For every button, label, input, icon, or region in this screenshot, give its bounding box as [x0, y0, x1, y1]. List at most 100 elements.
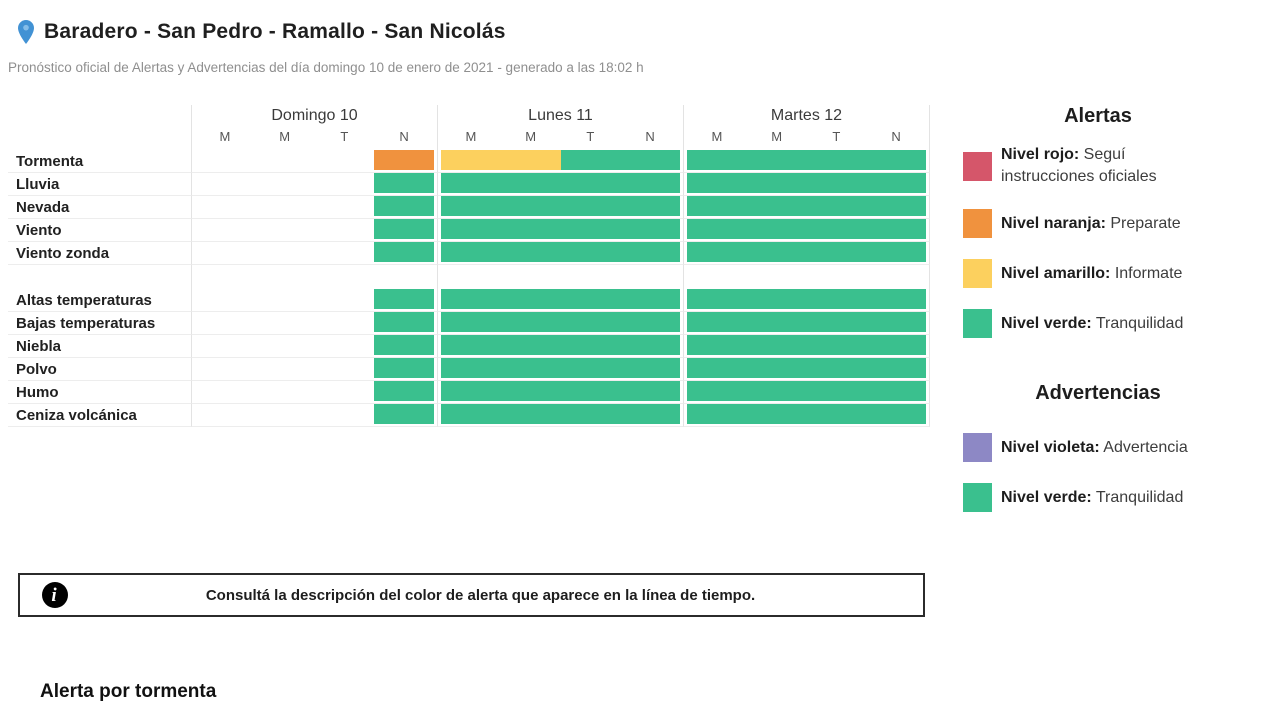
empty-cell: [195, 173, 374, 193]
day-cells: [437, 335, 683, 358]
legend-level-name: Nivel verde:: [1001, 488, 1092, 506]
period-label: M: [465, 129, 477, 144]
green-alert-cell[interactable]: [374, 335, 434, 355]
green-alert-cell[interactable]: [441, 358, 680, 378]
row-label: Viento: [8, 219, 191, 242]
timeline-row: Viento: [8, 219, 930, 242]
main-content: Domingo 10 M M T N Lunes 11 M M T N Martes 12 M M T N T…: [8, 105, 1254, 533]
day-cells: [437, 242, 683, 265]
green-alert-cell[interactable]: [374, 242, 434, 262]
day-cells: [191, 219, 437, 242]
day-cells: [191, 358, 437, 381]
legend-level-desc: Advertencia: [1099, 438, 1188, 456]
location-header: Baradero - San Pedro - Ramallo - San Nic…: [18, 20, 1254, 44]
day-cells: [683, 335, 930, 358]
day-cells: [437, 150, 683, 173]
legend-level-name: Nivel rojo:: [1001, 146, 1080, 163]
empty-cell: [195, 335, 374, 355]
green-alert-cell[interactable]: [441, 196, 680, 216]
violet-swatch: [963, 433, 992, 462]
day-cells: [437, 404, 683, 427]
green-swatch: [963, 309, 992, 338]
day-cells: [683, 312, 930, 335]
timeline-row: Ceniza volcánica: [8, 404, 930, 427]
period-label: M: [219, 129, 231, 144]
period-label: M: [711, 129, 723, 144]
alert-legend: Alertas Nivel rojo: Seguí instrucciones o…: [930, 105, 1258, 533]
green-alert-cell[interactable]: [687, 242, 926, 262]
green-alert-cell[interactable]: [441, 173, 680, 193]
green-alert-cell[interactable]: [441, 312, 680, 332]
green-alert-cell[interactable]: [374, 312, 434, 332]
yellow-alert-cell[interactable]: [441, 150, 561, 170]
legend-level-name: Nivel violeta:: [1001, 438, 1100, 456]
info-icon: i: [42, 582, 68, 608]
row-label: Tormenta: [8, 150, 191, 173]
green-alert-cell[interactable]: [687, 358, 926, 378]
timeline-row: Viento zonda: [8, 242, 930, 265]
legend-section-title: Alertas: [1064, 105, 1132, 127]
green-alert-cell[interactable]: [687, 335, 926, 355]
row-label: Bajas temperaturas: [8, 312, 191, 335]
green-alert-cell[interactable]: [441, 404, 680, 424]
green-alert-cell[interactable]: [374, 173, 434, 193]
green-alert-cell[interactable]: [687, 404, 926, 424]
orange-alert-cell[interactable]: [374, 150, 434, 170]
legend-level-desc: Tranquilidad: [1091, 314, 1184, 332]
timeline-grid: Domingo 10 M M T N Lunes 11 M M T N Martes 12 M M T N T…: [8, 105, 930, 533]
row-label: Altas temperaturas: [8, 289, 191, 312]
green-swatch: [963, 483, 992, 512]
row-label: Humo: [8, 381, 191, 404]
green-alert-cell[interactable]: [374, 289, 434, 309]
period-label: T: [832, 129, 841, 144]
page-title: Baradero - San Pedro - Ramallo - San Nic…: [44, 20, 506, 43]
row-label: Polvo: [8, 358, 191, 381]
green-alert-cell[interactable]: [374, 196, 434, 216]
legend-level-desc: Informate: [1110, 264, 1183, 282]
green-alert-cell[interactable]: [687, 196, 926, 216]
legend-level-desc: Preparate: [1105, 214, 1181, 232]
timeline-row: Lluvia: [8, 173, 930, 196]
day-cells: [191, 173, 437, 196]
row-label: Viento zonda: [8, 242, 191, 265]
green-alert-cell[interactable]: [687, 150, 926, 170]
day-cells: [683, 404, 930, 427]
day-column-header: Martes 12 M M T N: [683, 105, 930, 150]
info-note-text: Consultá la descripción del color de ale…: [205, 586, 756, 604]
green-alert-cell[interactable]: [374, 381, 434, 401]
empty-cell: [195, 150, 374, 170]
period-label: M: [771, 129, 783, 144]
green-alert-cell[interactable]: [560, 150, 680, 170]
green-alert-cell[interactable]: [687, 219, 926, 239]
legend-item: Nivel verde: Tranquilidad: [963, 309, 1258, 338]
day-cells: [437, 219, 683, 242]
green-alert-cell[interactable]: [441, 242, 680, 262]
forecast-subtitle: Pronóstico oficial de Alertas y Adverten…: [8, 60, 644, 75]
timeline-row: Nevada: [8, 196, 930, 219]
day-cells: [191, 404, 437, 427]
green-alert-cell[interactable]: [374, 358, 434, 378]
day-cells: [191, 381, 437, 404]
green-alert-cell[interactable]: [687, 173, 926, 193]
green-alert-cell[interactable]: [441, 381, 680, 401]
day-name: Martes 12: [770, 107, 843, 124]
green-alert-cell[interactable]: [441, 335, 680, 355]
legend-level-name: Nivel verde:: [1001, 314, 1092, 332]
green-alert-cell[interactable]: [687, 312, 926, 332]
green-alert-cell[interactable]: [374, 219, 434, 239]
green-alert-cell[interactable]: [441, 219, 680, 239]
empty-cell: [195, 381, 374, 401]
day-cells: [683, 173, 930, 196]
green-alert-cell[interactable]: [687, 381, 926, 401]
timeline-row: Tormenta: [8, 150, 930, 173]
day-cells: [437, 312, 683, 335]
timeline-row: Bajas temperaturas: [8, 312, 930, 335]
green-alert-cell[interactable]: [687, 289, 926, 309]
empty-cell: [195, 219, 374, 239]
green-alert-cell[interactable]: [441, 289, 680, 309]
day-cells: [437, 196, 683, 219]
legend-level-name: Nivel naranja:: [1001, 214, 1106, 232]
period-label: N: [891, 129, 901, 144]
green-alert-cell[interactable]: [374, 404, 434, 424]
period-label: M: [525, 129, 537, 144]
